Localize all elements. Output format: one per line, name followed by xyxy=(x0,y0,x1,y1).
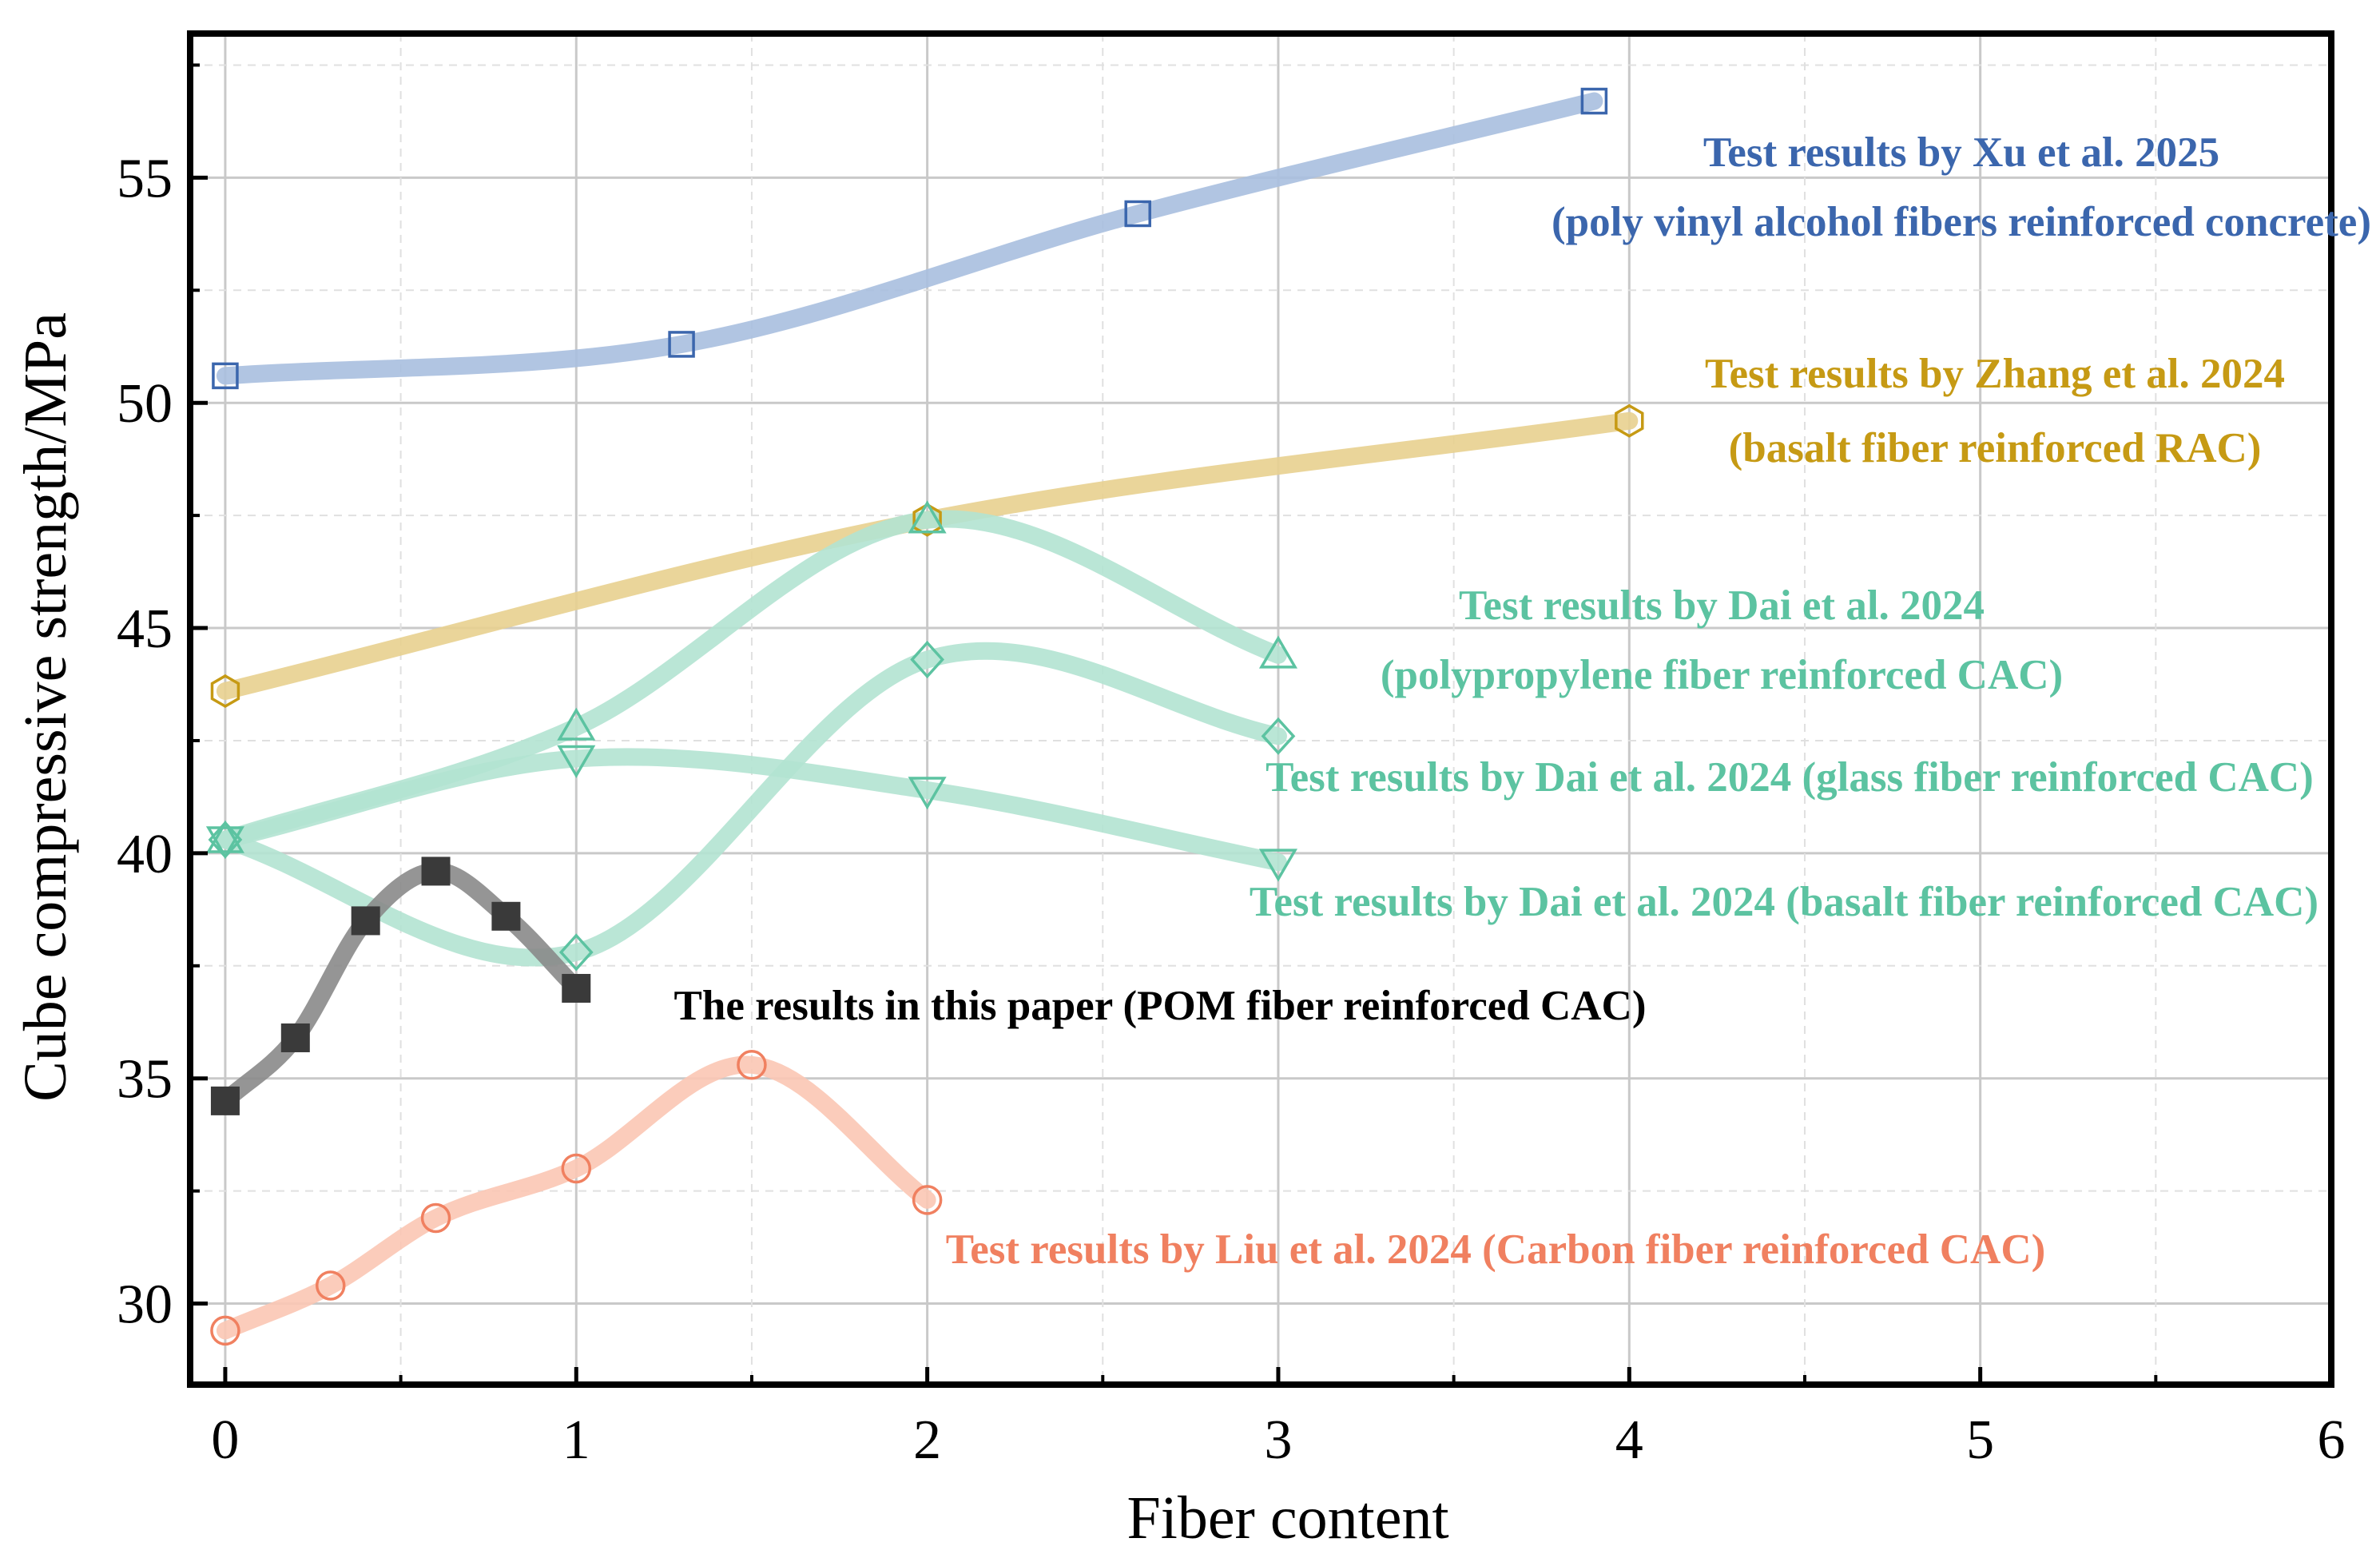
annotations: Test results by Xu et al. 2025 (poly vin… xyxy=(674,129,2371,1273)
series-line xyxy=(216,92,1603,385)
y-tick-label: 50 xyxy=(117,373,173,435)
data-point xyxy=(421,857,451,886)
series-line xyxy=(216,748,1287,872)
data-point xyxy=(1258,635,1298,669)
data-point xyxy=(561,1153,592,1184)
data-point xyxy=(420,1202,451,1234)
series-lines xyxy=(216,92,1639,1340)
data-point xyxy=(558,933,594,972)
y-axis-title: Cube compressive strength/MPa xyxy=(12,312,79,1102)
data-point xyxy=(1615,403,1644,438)
data-point xyxy=(908,500,947,534)
annotation-dai-pp-1: Test results by Dai et al. 2024 xyxy=(1459,582,1985,629)
data-point xyxy=(1124,200,1151,228)
data-point xyxy=(557,707,596,741)
annotation-liu: Test results by Liu et al. 2024 (Carbon … xyxy=(946,1226,2046,1273)
annotation-xu-2: (poly vinyl alcohol fibers reinforced co… xyxy=(1552,199,2371,245)
y-tick-label: 45 xyxy=(117,598,173,660)
annotation-this-paper: The results in this paper (POM fiber rei… xyxy=(674,983,1647,1029)
data-point xyxy=(210,674,240,708)
data-point xyxy=(210,1086,240,1115)
x-tick-label: 1 xyxy=(562,1409,590,1471)
data-point xyxy=(737,1050,767,1080)
data-point xyxy=(205,820,244,853)
data-point xyxy=(491,901,521,931)
annotation-zhang-1: Test results by Zhang et al. 2024 xyxy=(1705,351,2285,397)
x-axis-title: Fiber content xyxy=(1126,1485,1448,1552)
data-point xyxy=(910,640,944,679)
x-tick-label: 0 xyxy=(211,1409,239,1471)
annotation-dai-glass: Test results by Dai et al. 2024 (glass f… xyxy=(1265,754,2314,801)
series-markers xyxy=(205,87,1644,1346)
data-point xyxy=(210,1315,240,1346)
x-tick-label: 2 xyxy=(913,1409,941,1471)
series-line xyxy=(216,1055,936,1340)
data-point xyxy=(1580,87,1608,115)
y-tick-label: 30 xyxy=(117,1274,173,1336)
data-point xyxy=(908,777,947,810)
data-point xyxy=(280,1023,310,1052)
series-line xyxy=(216,642,1287,967)
data-point xyxy=(315,1270,346,1301)
plot-frame xyxy=(187,30,2334,1388)
y-tick-label: 40 xyxy=(117,824,173,885)
data-point xyxy=(912,1185,943,1215)
y-tick-label: 35 xyxy=(117,1049,173,1111)
x-tick-label: 4 xyxy=(1615,1409,1643,1471)
annotation-dai-basalt: Test results by Dai et al. 2024 (basalt … xyxy=(1250,879,2318,925)
annotation-dai-pp-2: (polypropylene fiber reinforced CAC) xyxy=(1381,652,2063,698)
data-point xyxy=(557,745,596,778)
annotation-zhang-2: (basalt fiber reinforced RAC) xyxy=(1729,425,2262,471)
data-point xyxy=(1261,717,1296,755)
data-point xyxy=(212,362,239,390)
x-tick-label: 6 xyxy=(2318,1409,2346,1471)
data-point xyxy=(668,331,695,358)
x-tick-label: 3 xyxy=(1264,1409,1292,1471)
x-tick-label: 5 xyxy=(1966,1409,1994,1471)
data-point xyxy=(912,503,942,537)
data-point xyxy=(562,973,591,1003)
annotation-xu-1: Test results by Xu et al. 2025 xyxy=(1703,129,2219,176)
y-tick-label: 55 xyxy=(117,148,173,209)
data-point xyxy=(351,906,380,936)
data-point xyxy=(205,826,244,860)
data-point xyxy=(1258,849,1298,882)
